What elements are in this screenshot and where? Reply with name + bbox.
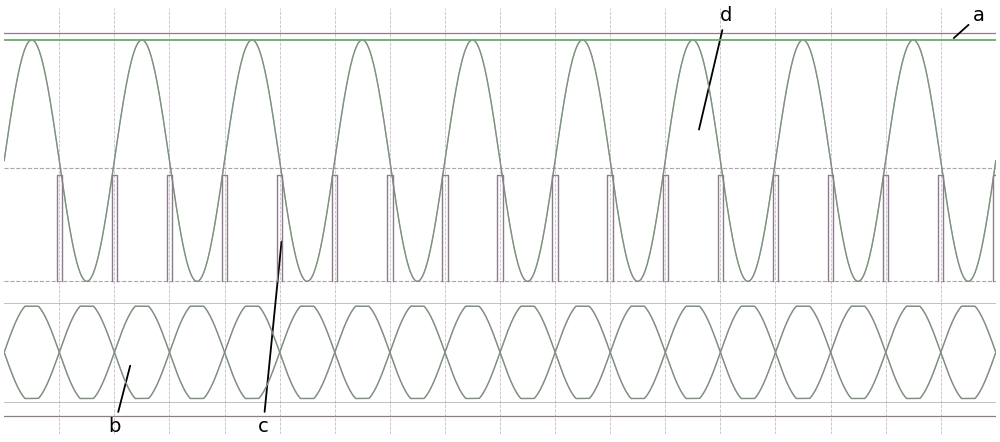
Text: c: c bbox=[258, 241, 282, 436]
Text: b: b bbox=[108, 366, 130, 436]
Text: d: d bbox=[699, 6, 732, 130]
Text: a: a bbox=[954, 6, 985, 38]
